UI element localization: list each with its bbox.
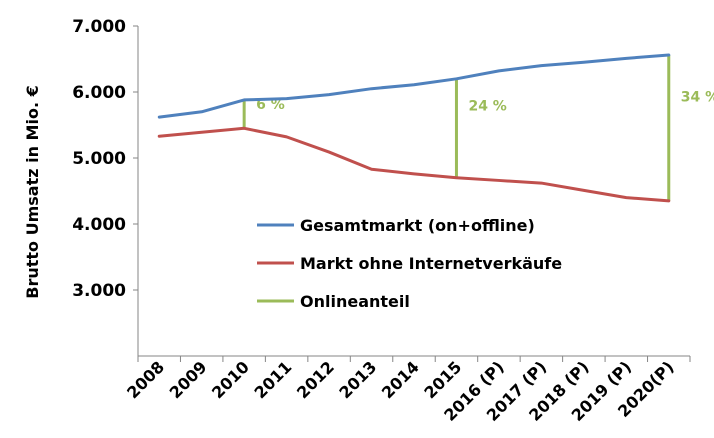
y-tick-label: 7.000 [72, 17, 126, 37]
online-share-label: 34 % [681, 90, 714, 106]
y-tick-label: 4.000 [72, 215, 126, 235]
legend-label: Onlineanteil [300, 292, 410, 311]
y-axis-ticks: 3.000 4.000 5.000 6.000 7.000 [72, 17, 138, 301]
series-line-1 [157, 126, 671, 203]
x-tick-label: 2008 [123, 357, 168, 402]
legend-label: Gesamtmarkt (on+offline) [300, 216, 535, 235]
series-line-0 [157, 53, 671, 119]
axes [137, 26, 690, 357]
online-share-markers: 6 % 24 % 34 % [242, 55, 714, 201]
y-tick-label: 5.000 [72, 149, 126, 169]
y-tick-label: 3.000 [72, 281, 126, 301]
x-tick-label: 2013 [335, 357, 380, 402]
x-tick-label: 2014 [378, 357, 423, 402]
online-share-label: 24 % [468, 98, 506, 114]
online-share-label: 6 % [256, 97, 285, 113]
x-tick-label: 2009 [166, 357, 211, 402]
legend: Gesamtmarkt (on+offline) Markt ohne Inter… [257, 216, 562, 311]
series [157, 53, 671, 203]
x-tick-label: 2011 [251, 357, 296, 402]
y-tick-label: 6.000 [72, 83, 126, 103]
y-axis-title: Brutto Umsatz in Mio. € [23, 85, 42, 298]
x-tick-label: 2010 [208, 357, 253, 402]
x-tick-label: 2012 [293, 357, 338, 402]
legend-label: Markt ohne Internetverkäufe [300, 254, 562, 273]
